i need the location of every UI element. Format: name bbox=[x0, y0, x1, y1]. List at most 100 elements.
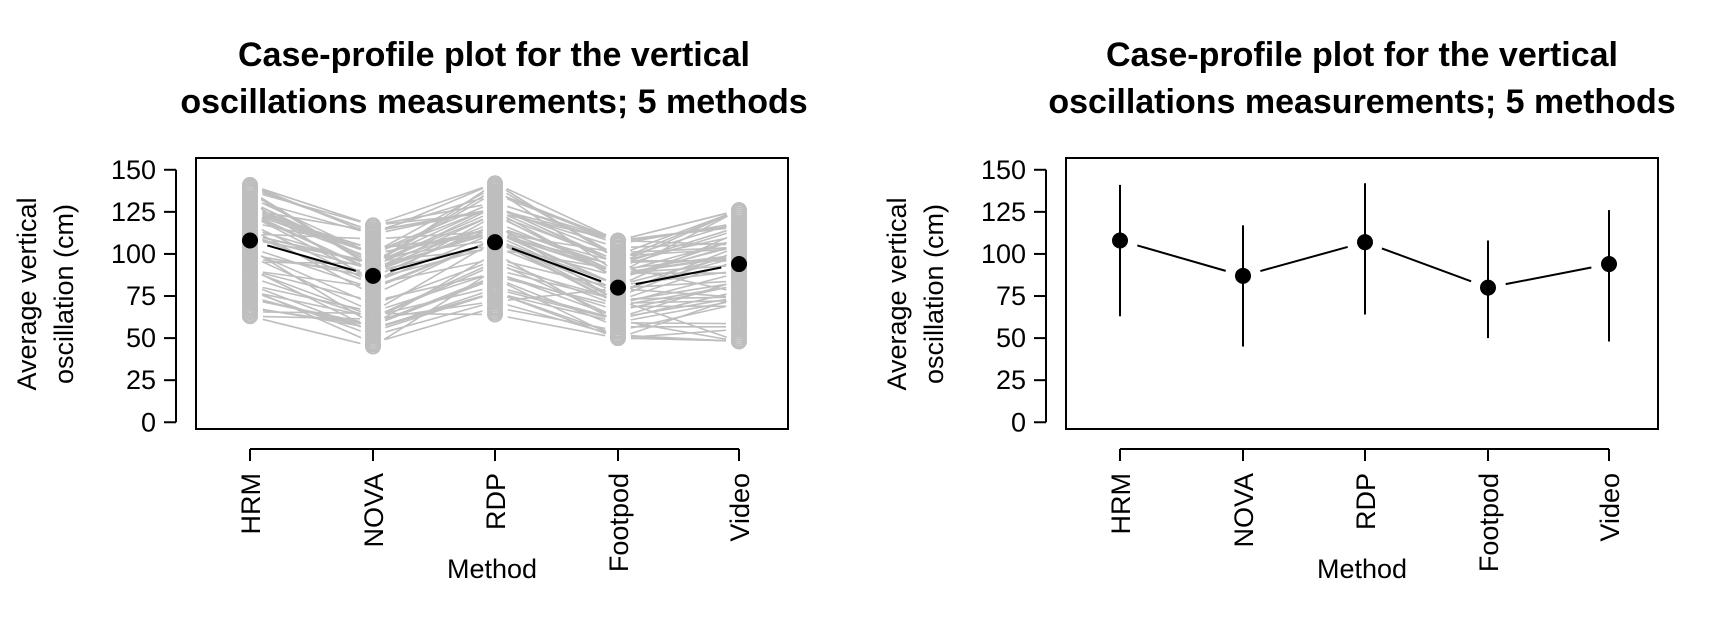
y-tick-label: 75 bbox=[996, 281, 1026, 311]
case-profile-segment bbox=[630, 322, 727, 325]
y-tick-label: 100 bbox=[981, 239, 1026, 269]
y-tick-label: 75 bbox=[126, 281, 156, 311]
case-profile-segment bbox=[630, 293, 727, 318]
case-profile-segment bbox=[261, 202, 362, 250]
case-profile-segment bbox=[630, 275, 727, 302]
chart-title-line-2: oscillations measurements; 5 methods bbox=[1048, 83, 1675, 121]
y-tick-label: 25 bbox=[126, 365, 156, 395]
case-profile-segment bbox=[384, 215, 484, 259]
case-profile-segment bbox=[629, 213, 728, 252]
mean-line-segment bbox=[1505, 266, 1592, 286]
case-profile-segment bbox=[385, 197, 483, 229]
range-lines bbox=[1119, 183, 1610, 347]
case-profile-segment bbox=[506, 196, 607, 237]
y-axis: 0 25 50 75 100 125 150 bbox=[111, 155, 177, 437]
case-profile-segment bbox=[385, 292, 483, 326]
case-profile-segment bbox=[506, 198, 607, 238]
mean-line-segment bbox=[390, 245, 478, 273]
x-tick-label: Footpod bbox=[604, 473, 634, 572]
case-profile-segment bbox=[384, 231, 484, 269]
mean-point bbox=[1112, 232, 1128, 249]
y-axis-label-line-1: Average vertical bbox=[882, 197, 912, 390]
y-axis-label-line-2: oscillation (cm) bbox=[49, 204, 79, 384]
case-profile-segment bbox=[261, 212, 362, 251]
case-profile-segment bbox=[507, 267, 606, 297]
case-profile-segment bbox=[385, 310, 483, 341]
case-profile-segment bbox=[629, 214, 728, 256]
case-point bbox=[731, 204, 747, 221]
x-tick-label: Video bbox=[725, 473, 755, 542]
x-tick-label: Footpod bbox=[1474, 473, 1504, 572]
y-tick-label: 125 bbox=[981, 197, 1026, 227]
case-profile-segment bbox=[383, 246, 485, 306]
case-profile-segment bbox=[507, 295, 606, 332]
case-profile-segment bbox=[630, 226, 727, 241]
case-profile-segment bbox=[385, 260, 483, 283]
mean-line-segment bbox=[1381, 247, 1472, 283]
case-profile-segment bbox=[385, 249, 483, 277]
x-tick-label: NOVA bbox=[1229, 473, 1259, 548]
case-profile-segment bbox=[630, 212, 727, 239]
case-profile-segment bbox=[506, 188, 607, 236]
case-profile-segment bbox=[261, 217, 362, 267]
case-profile-segment bbox=[507, 235, 606, 271]
case-point bbox=[365, 219, 381, 236]
y-tick-label: 100 bbox=[111, 239, 156, 269]
case-profile-segment bbox=[506, 250, 607, 293]
y-tick-label: 0 bbox=[1011, 407, 1026, 437]
case-profile-segment bbox=[262, 293, 361, 316]
mean-line-segment bbox=[1260, 245, 1348, 273]
x-tick-label: RDP bbox=[1351, 473, 1381, 530]
case-profile-segment bbox=[630, 240, 727, 246]
x-axis: HRM NOVA RDP Footpod Video bbox=[236, 448, 755, 572]
mean-line-segment bbox=[511, 247, 602, 283]
case-profile-segment bbox=[507, 275, 606, 308]
mean-point bbox=[610, 279, 626, 296]
mean-point bbox=[365, 267, 381, 284]
case-profile-segment bbox=[630, 248, 727, 257]
y-tick-label: 150 bbox=[111, 155, 156, 185]
case-profile-segment bbox=[384, 266, 484, 313]
case-profile-segment bbox=[384, 242, 484, 290]
x-tick-label: NOVA bbox=[359, 473, 389, 548]
case-profile-segment bbox=[630, 301, 727, 321]
case-point bbox=[610, 233, 626, 250]
case-profile-segment bbox=[506, 246, 607, 299]
chart-title-line-1: Case-profile plot for the vertical bbox=[238, 36, 750, 74]
y-axis: 0 25 50 75 100 125 150 bbox=[981, 155, 1047, 437]
case-profile-segment bbox=[506, 266, 607, 314]
case-profile-segment bbox=[262, 233, 361, 240]
case-profile-segment bbox=[383, 275, 485, 341]
case-profile-segment bbox=[506, 210, 607, 251]
case-profile-segment bbox=[506, 214, 607, 260]
case-profile-segment bbox=[507, 246, 606, 274]
chart-title-line-1: Case-profile plot for the vertical bbox=[1106, 36, 1618, 74]
mean-point bbox=[1480, 279, 1496, 296]
case-profile-segment bbox=[262, 272, 361, 299]
y-tick-label: 125 bbox=[111, 197, 156, 227]
y-tick-label: 50 bbox=[126, 323, 156, 353]
case-profile-segment bbox=[261, 274, 362, 313]
mean-line-segment bbox=[635, 266, 722, 286]
case-profile-segment bbox=[507, 291, 606, 318]
y-tick-label: 0 bbox=[141, 407, 156, 437]
mean-point bbox=[731, 256, 747, 273]
case-profile-segment bbox=[507, 271, 606, 298]
case-profile-segment bbox=[506, 276, 607, 314]
case-profile-segment bbox=[506, 243, 607, 282]
case-profile-segment bbox=[507, 230, 606, 260]
case-profile-segment bbox=[507, 294, 606, 320]
case-profile-segment bbox=[630, 283, 727, 315]
plot-area-frame bbox=[1065, 157, 1659, 430]
x-tick-label: HRM bbox=[1106, 473, 1136, 535]
case-profile-segment bbox=[507, 316, 606, 337]
case-profile-segment bbox=[507, 205, 606, 238]
case-profile-segment bbox=[261, 190, 362, 229]
case-profile-segment bbox=[262, 217, 361, 251]
case-profile-segment bbox=[261, 260, 362, 308]
mean-profile bbox=[242, 232, 747, 296]
case-profile-segment bbox=[261, 255, 362, 301]
case-profile-segment bbox=[507, 211, 606, 239]
case-profile-segment bbox=[385, 186, 483, 222]
case-profile-segment bbox=[385, 231, 483, 239]
